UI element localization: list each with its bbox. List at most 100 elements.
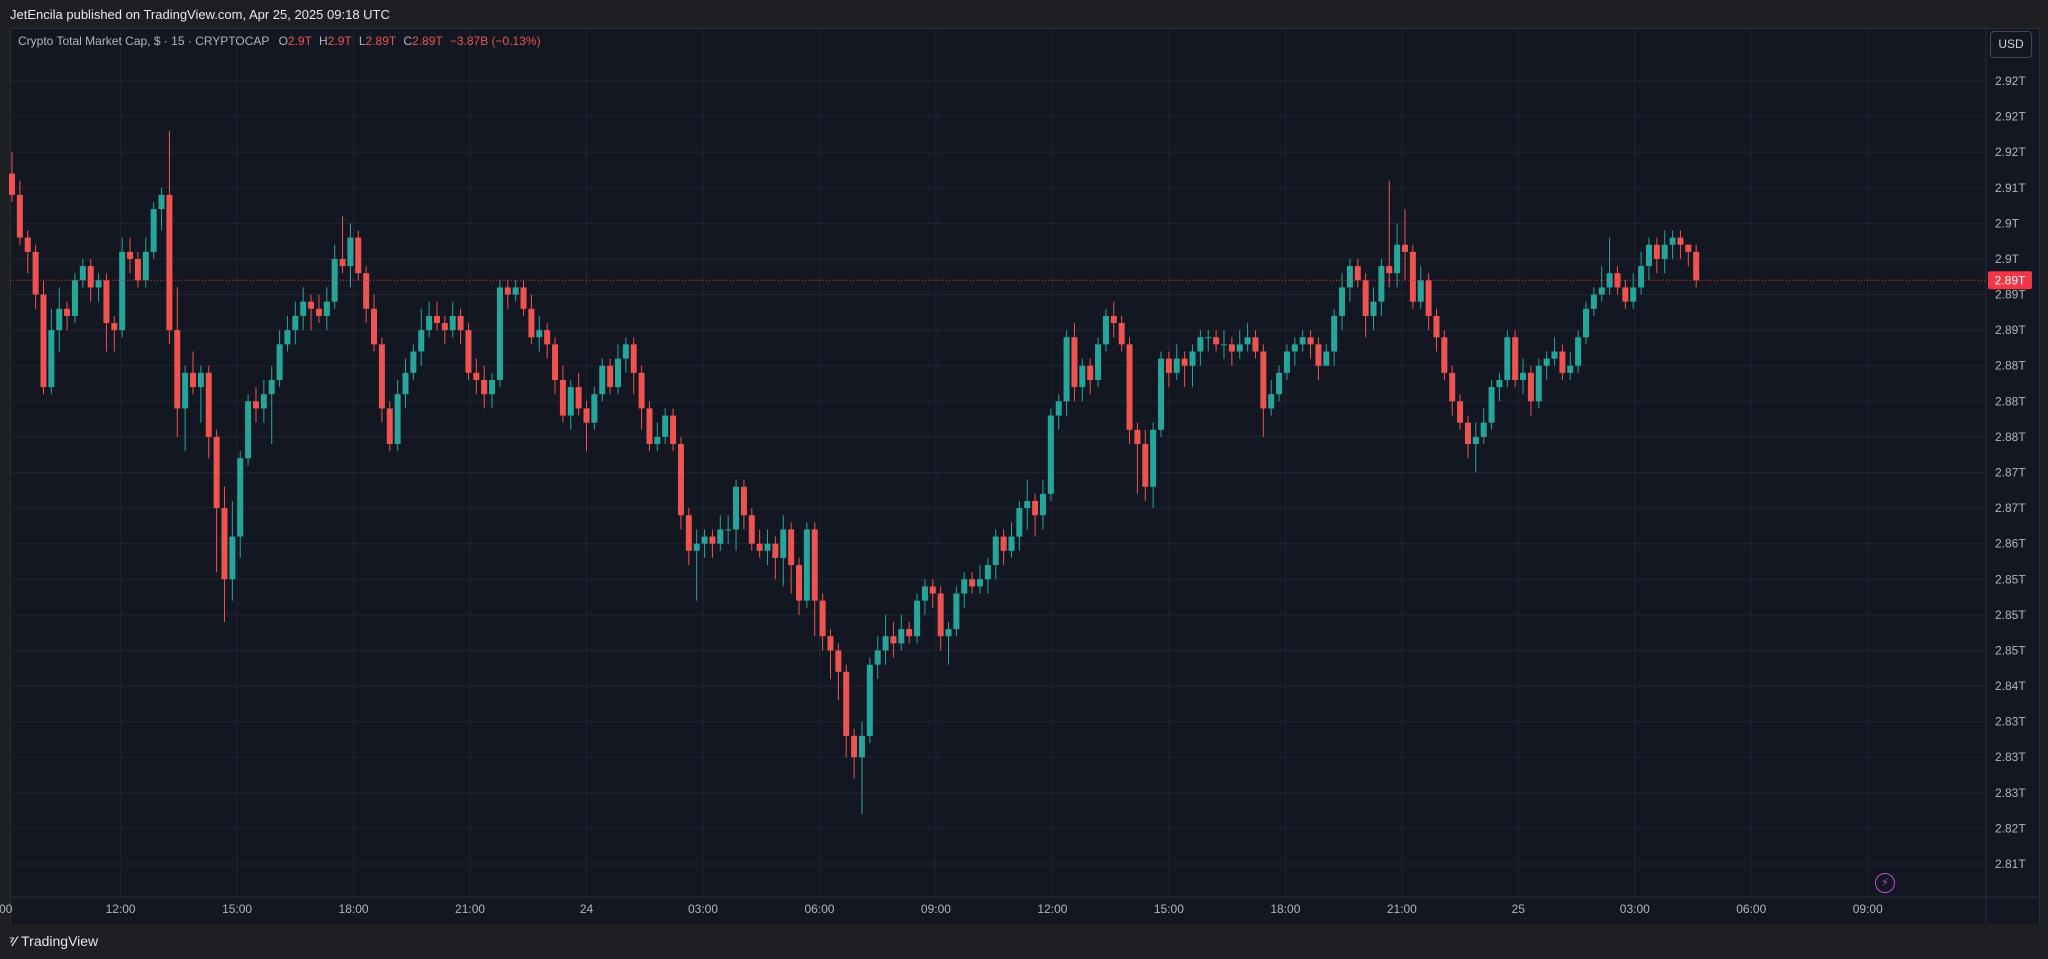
legend-low-value: 2.89T	[365, 34, 397, 48]
candle	[622, 337, 629, 373]
candle	[182, 365, 189, 452]
candle	[166, 130, 173, 345]
candle	[654, 422, 661, 452]
candle	[441, 315, 448, 345]
candle	[496, 280, 503, 388]
candle-body	[1535, 365, 1542, 402]
candle	[1378, 258, 1385, 316]
time-tick-label: 21:00	[455, 902, 485, 916]
candle-body	[1260, 351, 1267, 409]
candle-body	[969, 579, 976, 587]
candle	[914, 593, 921, 644]
lightning-icon[interactable]: ⚡	[1875, 873, 1895, 893]
candle	[780, 515, 787, 587]
candle-body	[119, 251, 126, 331]
candle-body	[796, 565, 802, 601]
candle	[1331, 308, 1338, 366]
candle-body	[433, 315, 440, 324]
candle-body	[1551, 351, 1558, 359]
candle	[764, 529, 771, 566]
candle	[142, 237, 149, 288]
candle-body	[677, 444, 684, 516]
candle	[1433, 308, 1440, 352]
candle	[1551, 337, 1558, 366]
price-tick-label: 2.91T	[1995, 181, 2026, 195]
candle	[418, 308, 425, 366]
time-tick-label: 12:00	[106, 902, 136, 916]
candle	[79, 258, 86, 288]
candle-body	[717, 529, 724, 544]
candle	[9, 152, 15, 203]
candle-body	[740, 486, 747, 516]
candle-body	[1095, 344, 1102, 380]
candle	[1126, 337, 1133, 445]
candle	[64, 301, 71, 331]
candle-body	[9, 173, 15, 195]
time-tick-label: 15:00	[1154, 902, 1184, 916]
candle-body	[1394, 244, 1401, 274]
candle	[56, 287, 63, 352]
candle-body	[1362, 280, 1369, 316]
candle-body	[1488, 387, 1495, 423]
candle	[1535, 358, 1542, 409]
candle	[567, 379, 574, 430]
candle	[355, 230, 362, 281]
candle	[1039, 479, 1046, 530]
candle	[1315, 337, 1322, 380]
candle-body	[559, 379, 566, 416]
candle-body	[1339, 287, 1346, 316]
time-tick-label: 06:00	[1736, 902, 1766, 916]
candle-body	[1677, 237, 1684, 245]
candle-body	[1299, 337, 1306, 345]
candle	[819, 593, 826, 651]
candle-body	[827, 636, 834, 651]
candle-body	[725, 529, 732, 531]
candle	[1181, 351, 1188, 388]
candle-body	[79, 266, 86, 281]
candle	[1236, 330, 1243, 359]
candle-body	[835, 650, 842, 672]
candle	[1228, 337, 1235, 366]
candle-body	[1520, 372, 1527, 380]
candle-body	[496, 287, 503, 380]
candle-body	[866, 664, 873, 736]
candle	[607, 358, 614, 395]
time-tick-label: 09:00	[1853, 902, 1883, 916]
candle	[866, 657, 873, 743]
candle	[898, 614, 905, 651]
candle	[1142, 429, 1149, 501]
candle	[1276, 365, 1283, 402]
candle	[1496, 372, 1503, 402]
candle-body	[921, 586, 928, 601]
candle-body	[504, 287, 511, 295]
chart-frame[interactable]	[10, 28, 2040, 925]
candle-body	[599, 365, 606, 395]
time-tick-label: 18:00	[339, 902, 369, 916]
candle	[748, 508, 755, 551]
candle-body	[1173, 358, 1180, 373]
candle	[693, 529, 700, 601]
candle	[1150, 422, 1157, 509]
candle	[614, 344, 621, 395]
candle-body	[1142, 444, 1149, 487]
candle	[709, 529, 716, 558]
candle	[1567, 351, 1574, 380]
candle	[630, 337, 637, 395]
candle	[921, 579, 928, 615]
legend-close-label: C	[403, 34, 413, 48]
candles	[9, 130, 1700, 815]
candle	[1527, 365, 1534, 416]
candle	[1661, 230, 1668, 274]
candle	[363, 266, 370, 324]
candle-body	[473, 372, 480, 380]
currency-button[interactable]: USD	[1990, 31, 2032, 58]
candle	[197, 365, 204, 423]
candle-body	[764, 543, 771, 551]
candle-body	[237, 458, 244, 537]
candle-body	[1401, 244, 1408, 252]
candle	[1079, 358, 1086, 402]
candle-body	[339, 258, 346, 267]
candle	[292, 301, 299, 345]
tradingview-brand[interactable]: ⁷⁄ TradingView	[9, 933, 98, 949]
